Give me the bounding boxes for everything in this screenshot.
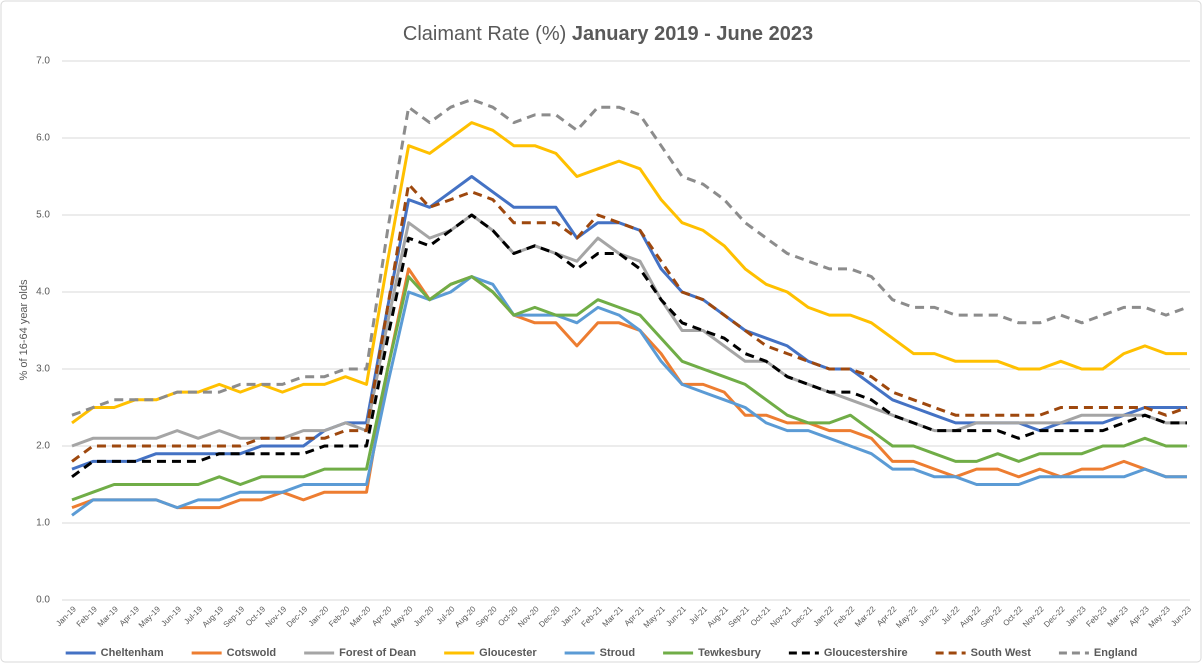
legend-label: Cotswold [227, 647, 277, 659]
y-tick-label: 1.0 [36, 518, 50, 529]
y-tick-label: 2.0 [36, 441, 50, 452]
title-bold-text: January 2019 - June 2023 [572, 23, 813, 45]
y-axis-label: % of 16-64 year olds [18, 279, 30, 380]
series-line [71, 213, 1187, 479]
series-line [71, 275, 1187, 502]
y-tick-label: 5.0 [36, 210, 50, 221]
y-tick-label: 0.0 [36, 595, 50, 606]
series-line [71, 275, 1187, 517]
title-text: Claimant Rate (%) [403, 23, 566, 45]
chart-title: Claimant Rate (%) January 2019 - June 20… [403, 23, 813, 45]
y-tick-label: 6.0 [36, 133, 50, 144]
y-tick-label: 7.0 [36, 56, 50, 67]
y-tick-label: 4.0 [36, 287, 50, 298]
legend-label: Gloucestershire [824, 647, 908, 659]
legend-label: South West [971, 647, 1032, 659]
series-line [71, 121, 1187, 425]
series-line [71, 267, 1187, 510]
legend-label: Forest of Dean [339, 647, 416, 659]
legend-label: Tewkesbury [698, 647, 762, 659]
y-tick-label: 3.0 [36, 364, 50, 375]
legend-label: Stroud [600, 647, 635, 659]
legend-label: England [1094, 647, 1137, 659]
series-line [71, 213, 1187, 448]
legend-label: Cheltenham [101, 647, 164, 659]
series-line [71, 182, 1188, 463]
legend-label: Gloucester [479, 647, 537, 659]
